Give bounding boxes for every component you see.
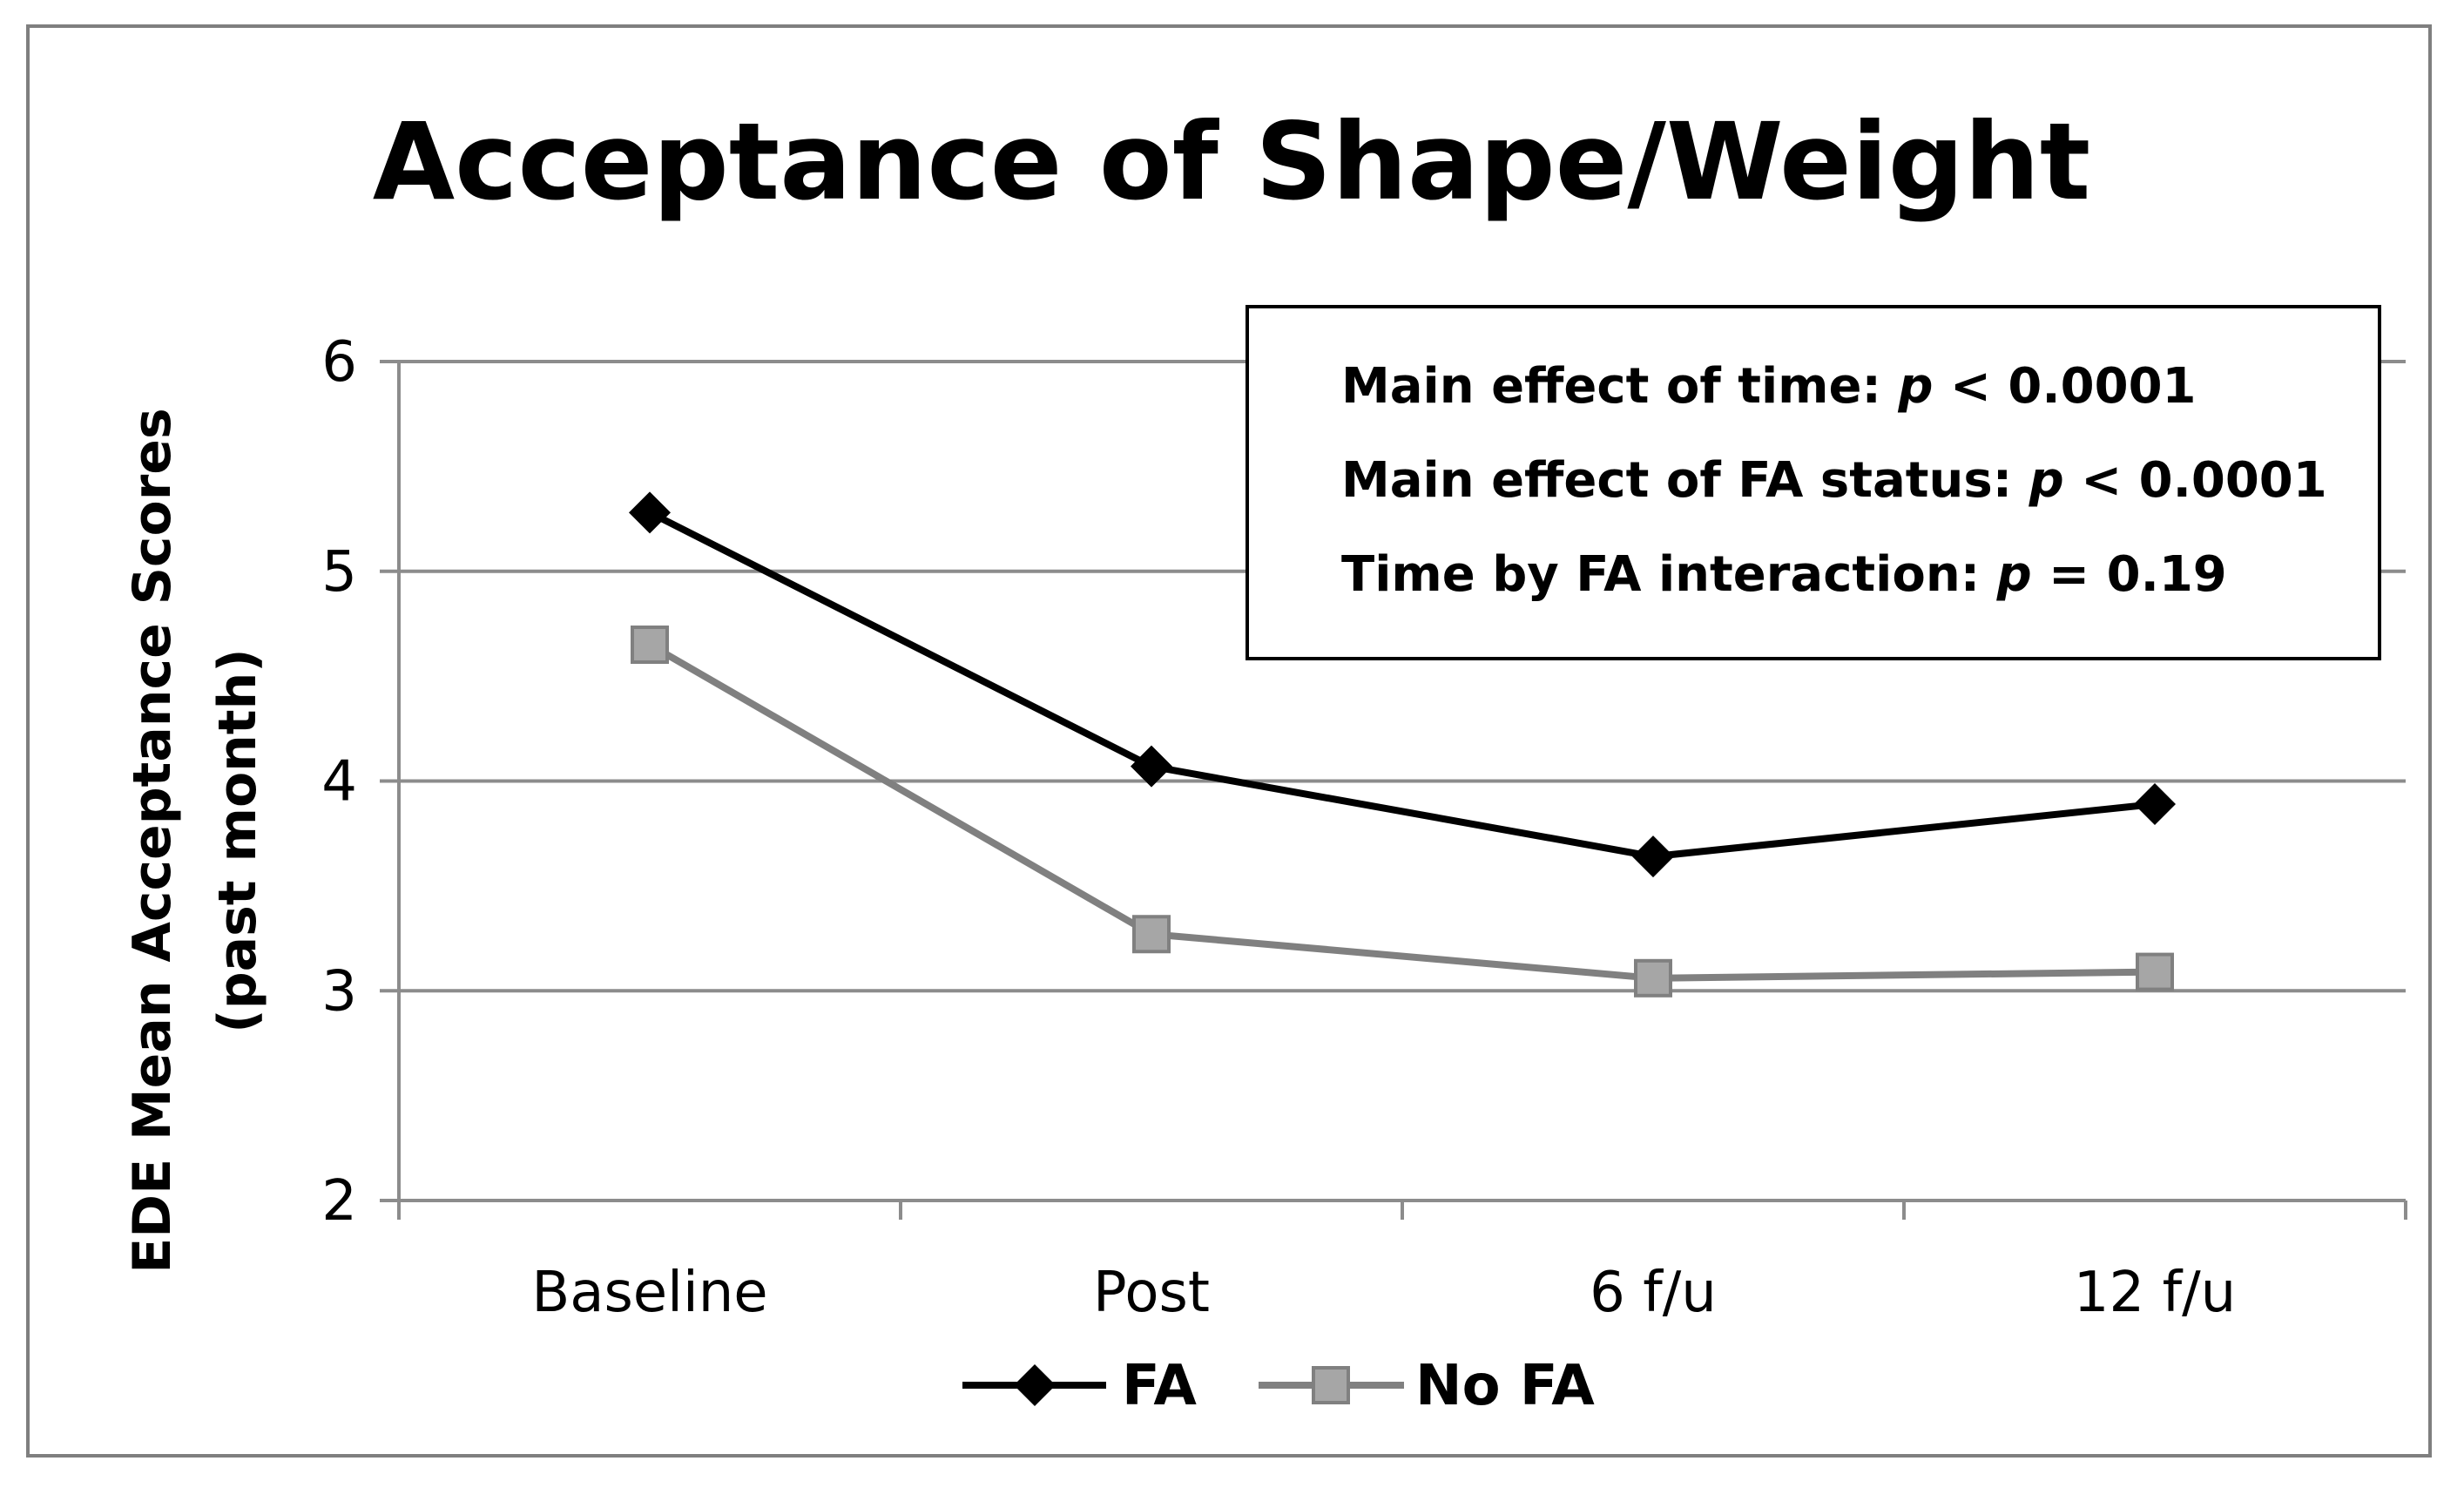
x-tick-label-2: 6 f/u xyxy=(1590,1261,1717,1325)
annotation-box: Main effect of time: p < 0.0001 Main eff… xyxy=(1246,305,2381,660)
x-tick-label-1: Post xyxy=(1093,1261,1210,1325)
y-axis-label-group: EDE Mean Acceptance Scores xyxy=(122,408,183,1273)
point-fa-2 xyxy=(1632,835,1674,878)
legend-fa-marker xyxy=(1014,1364,1056,1406)
legend-fa-label: FA xyxy=(1122,1354,1197,1418)
point-nofa-2 xyxy=(1634,958,1672,998)
legend-item-fa: FA xyxy=(962,1354,1197,1418)
series-fa xyxy=(629,491,2176,878)
annotation-box-border xyxy=(1246,305,2381,660)
series xyxy=(629,491,2176,998)
x-tick-label-0: Baseline xyxy=(531,1261,767,1325)
point-nofa-3 xyxy=(2136,952,2174,991)
legend: FA No FA xyxy=(962,1354,1595,1418)
y-axis-label: EDE Mean Acceptance Scores xyxy=(122,408,183,1273)
point-fa-0 xyxy=(629,491,671,534)
y-axis-sublabel-group: (past month) xyxy=(207,648,268,1032)
y-tick-label-6: 6 xyxy=(321,330,357,395)
point-fa-1 xyxy=(1131,745,1172,788)
legend-nofa-marker xyxy=(1312,1366,1350,1404)
chart-title: Acceptance of Shape/Weight xyxy=(373,100,2091,224)
point-nofa-0 xyxy=(631,626,669,665)
y-tick-label-4: 4 xyxy=(321,750,357,815)
annotation-fa-status: Main effect of FA status: p < 0.0001 xyxy=(1341,452,2327,509)
x-tick-labels: Baseline Post 6 f/u 12 f/u xyxy=(531,1261,2236,1325)
y-axis-sublabel: (past month) xyxy=(207,648,268,1032)
point-fa-3 xyxy=(2134,782,2176,825)
annotation-time: Main effect of time: p < 0.0001 xyxy=(1341,358,2197,415)
point-nofa-1 xyxy=(1132,915,1171,954)
y-tick-labels: 2 3 4 5 6 xyxy=(321,330,357,1234)
x-tick-label-3: 12 f/u xyxy=(2074,1261,2236,1325)
annotation-interaction: Time by FA interaction: p = 0.19 xyxy=(1341,546,2227,603)
y-tick-label-2: 2 xyxy=(321,1169,357,1234)
chart-frame xyxy=(26,24,2432,1458)
series-no-fa xyxy=(631,626,2174,998)
axes xyxy=(380,360,2407,1220)
series-line-0 xyxy=(648,509,2156,861)
series-line-1 xyxy=(648,641,2156,982)
legend-nofa-label: No FA xyxy=(1415,1354,1595,1418)
y-tick-label-5: 5 xyxy=(321,540,357,605)
y-tick-label-3: 3 xyxy=(321,959,357,1024)
legend-item-no-fa: No FA xyxy=(1259,1354,1595,1418)
